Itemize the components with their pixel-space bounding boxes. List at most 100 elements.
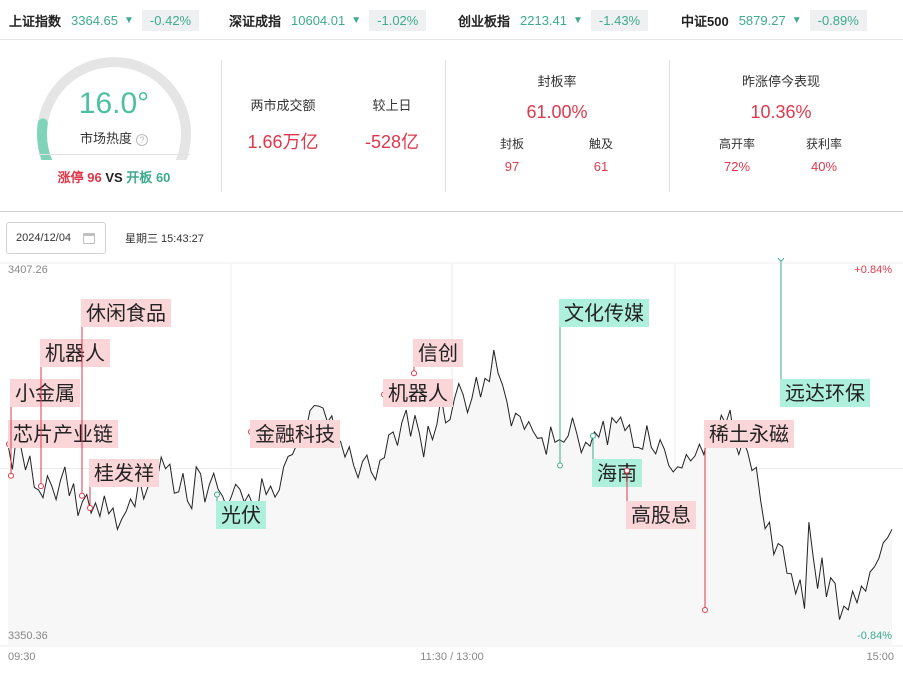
sector-tag-label: 机器人 [388,381,448,405]
open-board-count: 60 [155,170,171,185]
limit-up-count: 96 [87,170,102,185]
sector-tag-label: 海南 [597,461,637,485]
touched-value: 61 [593,159,609,174]
sector-tag-bg [250,420,340,448]
tag-anchor-dot [411,370,417,377]
info-icon[interactable]: ? [136,133,148,146]
gauge-fill [37,118,53,160]
divider [669,60,670,192]
yesterday-title: 昨涨停今表现 [741,74,820,89]
turnover-value: 1.66万亿 [247,132,319,152]
tag-anchor-dot [87,505,93,512]
turnover-compare-label: 较上日 [372,98,412,113]
sector-tag-bg [592,459,642,487]
sector-tag-bg [81,299,171,327]
divider [445,60,446,192]
seal-rate-title: 封板率 [537,74,577,89]
tag-anchor-dot [214,491,220,498]
heat-label: 市场热度 [79,131,132,146]
divider [221,60,222,192]
vs-text: VS [105,170,123,185]
ticker-change: -0.89% [809,9,867,31]
ticker-value: 2213.41 [520,12,568,28]
turnover-label: 两市成交额 [250,98,316,113]
ticker-item[interactable]: 中证500 5879.27 ▼ -0.89% [681,0,867,40]
y-min-pct: -0.84% [857,630,892,642]
x-label-open: 09:30 [8,651,36,663]
heat-label-row: 市场热度? [38,128,190,147]
intraday-chart[interactable]: 3407.26 3350.36 +0.84% -0.84% 09:30 11:30 / 1… [0,258,903,676]
price-area [8,350,892,646]
sector-tag-label: 信创 [418,341,458,365]
date-value: 2024/12/04 [16,232,72,244]
heat-gauge [37,57,191,160]
profit-rate-label: 获利率 [805,137,842,151]
index-ticker-bar: 上证指数 3364.65 ▼ -0.42% 深证成指 10604.01 ▼ -1… [0,0,903,40]
ticker-name: 深证成指 [229,13,282,29]
weekday-time: 星期三 15:43:27 [125,233,204,245]
sector-tag-label: 远达环保 [785,381,865,405]
x-label-midday: 11:30 / 13:00 [420,651,483,663]
sector-tag-bg [413,339,463,367]
ticker-name: 中证500 [681,13,729,29]
ticker-name: 上证指数 [9,13,62,29]
divider [38,154,190,155]
touched-label: 触及 [588,137,613,151]
yesterday-rate: 10.36% [750,102,812,122]
y-max-pct: +0.84% [854,264,892,276]
tag-anchor-dot [557,462,563,469]
turnover-compare-value: -528亿 [364,132,420,152]
date-picker[interactable]: 2024/12/04 [6,222,106,254]
sector-tag-label: 机器人 [45,341,105,365]
ticker-value: 5879.27 [738,12,786,28]
sector-tag-bg [8,420,118,448]
market-stats-panel: 16.0° 市场热度? 涨停 96 VS 开板 60 两市成交额 1.66万亿 … [0,40,903,212]
tag-anchor-dot [778,258,784,261]
sector-tag-label: 桂发祥 [94,461,154,485]
sector-tag-label: 稀土永磁 [709,422,789,446]
high-open-value: 72% [723,159,751,174]
tag-anchor-dot [624,467,630,474]
sector-tag-bg [383,379,453,407]
ticker-value: 10604.01 [291,12,346,28]
ticker-change: -1.02% [369,9,427,31]
sector-tag-bg [89,459,159,487]
profit-rate-value: 40% [810,159,838,174]
sealed-value: 97 [504,159,520,174]
seal-rate-value: 61.00% [526,102,588,122]
sector-tag-label: 芯片产业链 [13,422,113,446]
high-open-label: 高开率 [718,137,755,151]
ticker-item[interactable]: 深证成指 10604.01 ▼ -1.02% [229,0,427,40]
heat-value: 16.0° [78,87,150,120]
sector-tag-label: 金融科技 [255,422,335,446]
sealed-label: 封板 [499,137,524,151]
x-label-close: 15:00 [866,651,894,663]
ticker-change: -1.43% [590,9,649,31]
sector-tag-bg [10,379,80,407]
sector-tag-bg [216,501,266,529]
y-max-label: 3407.26 [8,264,48,276]
tag-anchor-dot [38,483,44,490]
ticker-item[interactable]: 创业板指 2213.41 ▼ -1.43% [458,0,649,40]
down-arrow-icon: ▼ [124,14,134,26]
sector-tag-bg [626,501,696,529]
sector-tag-label: 文化传媒 [564,301,644,325]
calendar-icon[interactable] [83,233,95,244]
limit-up-vs-open: 涨停 96 VS 开板 60 [30,167,198,186]
limit-up-label: 涨停 [57,170,84,185]
sector-tag-bg [780,379,870,407]
sector-tag-label: 高股息 [631,503,691,527]
open-board-label: 开板 [126,170,153,185]
tag-anchor-dot [79,492,85,499]
sector-tag-bg [40,339,110,367]
down-arrow-icon: ▼ [573,14,583,26]
sector-tag-bg [704,420,794,448]
sector-tag-bg [559,299,649,327]
down-arrow-icon: ▼ [351,14,362,26]
y-min-label: 3350.36 [8,630,48,642]
tag-anchor-dot [8,472,14,479]
ticker-item[interactable]: 上证指数 3364.65 ▼ -0.42% [9,0,200,40]
down-arrow-icon: ▼ [791,14,802,26]
ticker-value: 3364.65 [71,12,119,28]
sector-tag-label: 光伏 [221,503,261,527]
